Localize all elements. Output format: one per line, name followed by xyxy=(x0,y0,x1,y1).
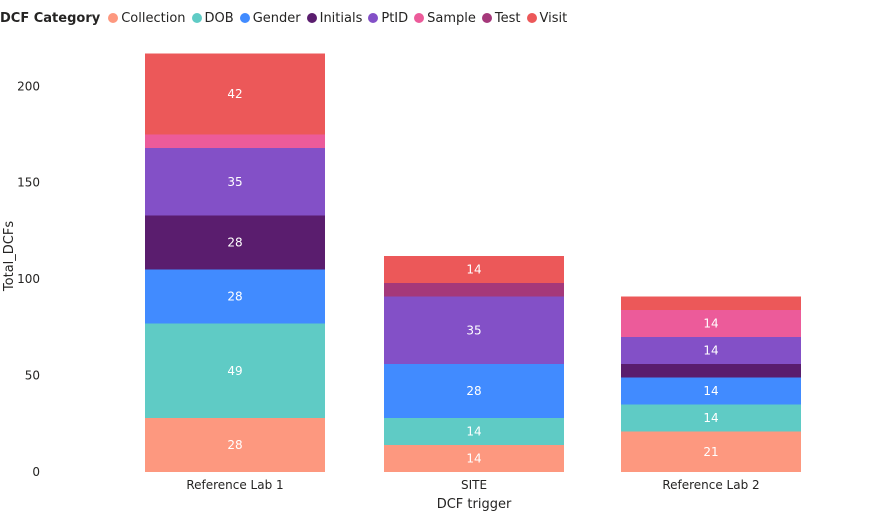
y-tick-label: 150 xyxy=(17,176,40,190)
bar-segment-initials[interactable] xyxy=(621,364,801,378)
bar-segment-visit[interactable] xyxy=(621,296,801,311)
bar-segment-dob[interactable] xyxy=(384,418,564,445)
y-tick-label: 50 xyxy=(25,369,40,383)
x-tick-label: SITE xyxy=(461,478,487,492)
legend-item-initials[interactable]: Initials xyxy=(306,10,363,26)
data-label: 35 xyxy=(227,175,242,189)
data-label: 28 xyxy=(227,438,242,452)
data-label: 14 xyxy=(466,425,481,439)
data-label: 35 xyxy=(466,323,481,337)
data-label: 14 xyxy=(703,384,718,398)
bar-segment-test[interactable] xyxy=(384,283,564,297)
legend: DCF Category Collection DOB Gender Initials… xyxy=(0,8,573,28)
legend-label: PtID xyxy=(381,10,409,26)
bars xyxy=(145,53,801,473)
bar-segment-gender[interactable] xyxy=(384,364,564,418)
bar-segment-gender[interactable] xyxy=(621,377,801,405)
bar-segment-dob[interactable] xyxy=(145,323,325,419)
legend-title: DCF Category xyxy=(0,10,101,26)
data-label: 28 xyxy=(227,290,242,304)
bar-segment-ptid[interactable] xyxy=(621,337,801,364)
legend-swatch xyxy=(191,13,202,23)
bar-segment-sample[interactable] xyxy=(145,134,325,149)
data-label: 14 xyxy=(703,317,718,331)
legend-item-dob[interactable]: DOB xyxy=(191,10,234,26)
legend-swatch xyxy=(481,13,492,23)
x-axis-ticks: Reference Lab 1 SITE Reference Lab 2 xyxy=(186,478,759,492)
legend-swatch xyxy=(239,13,250,23)
legend-label: Gender xyxy=(252,10,301,26)
legend-swatch xyxy=(368,13,379,23)
y-tick-label: 200 xyxy=(17,79,40,93)
bar-segment-collection[interactable] xyxy=(145,418,325,472)
data-label: 28 xyxy=(466,384,481,398)
x-tick-label: Reference Lab 1 xyxy=(186,478,283,492)
data-label: 21 xyxy=(703,445,718,459)
bar-segment-collection[interactable] xyxy=(384,445,564,472)
bar-segment-visit[interactable] xyxy=(384,256,564,283)
bar-segment-collection[interactable] xyxy=(621,431,801,473)
legend-item-visit[interactable]: Visit xyxy=(526,10,568,26)
legend-label: DOB xyxy=(204,10,234,26)
data-label: 28 xyxy=(227,236,242,250)
legend-swatch xyxy=(526,13,537,23)
data-label: 14 xyxy=(703,344,718,358)
data-label: 14 xyxy=(703,411,718,425)
legend-item-test[interactable]: Test xyxy=(481,10,521,26)
y-tick-label: 100 xyxy=(17,272,40,286)
legend-label: Initials xyxy=(319,10,363,26)
legend-label: Sample xyxy=(427,10,476,26)
legend-item-gender[interactable]: Gender xyxy=(239,10,301,26)
data-labels: 28 49 28 28 35 42 14 14 28 35 14 21 14 14 14 14 xyxy=(227,87,718,466)
legend-items: Collection DOB Gender Initials PtID Sample Tes… xyxy=(108,11,573,26)
bar-segment-ptid[interactable] xyxy=(384,296,564,365)
legend-item-collection[interactable]: Collection xyxy=(108,10,186,26)
legend-item-ptid[interactable]: PtID xyxy=(368,11,408,26)
y-axis-title: Total_DCFs xyxy=(2,221,17,292)
bar-segment-ptid[interactable] xyxy=(145,148,325,216)
x-tick-label: Reference Lab 2 xyxy=(662,478,759,492)
data-label: 49 xyxy=(227,364,242,378)
bar-segment-visit[interactable] xyxy=(145,53,325,135)
data-label: 42 xyxy=(227,87,242,101)
y-axis-ticks: 0 50 100 150 200 xyxy=(17,79,40,479)
legend-label: Visit xyxy=(539,10,568,26)
data-label: 14 xyxy=(466,452,481,466)
bar-segment-dob[interactable] xyxy=(621,404,801,432)
legend-label: Collection xyxy=(121,10,186,26)
legend-swatch xyxy=(108,13,119,23)
bar-segment-sample[interactable] xyxy=(621,310,801,337)
legend-swatch xyxy=(306,13,317,23)
legend-item-sample[interactable]: Sample xyxy=(414,11,476,26)
legend-swatch xyxy=(414,13,425,23)
y-tick-label: 0 xyxy=(32,465,40,479)
bar-segment-gender[interactable] xyxy=(145,269,325,324)
data-label: 14 xyxy=(466,263,481,277)
x-axis-title: DCF trigger xyxy=(437,497,512,512)
bar-segment-initials[interactable] xyxy=(145,215,325,270)
legend-label: Test xyxy=(494,10,521,26)
